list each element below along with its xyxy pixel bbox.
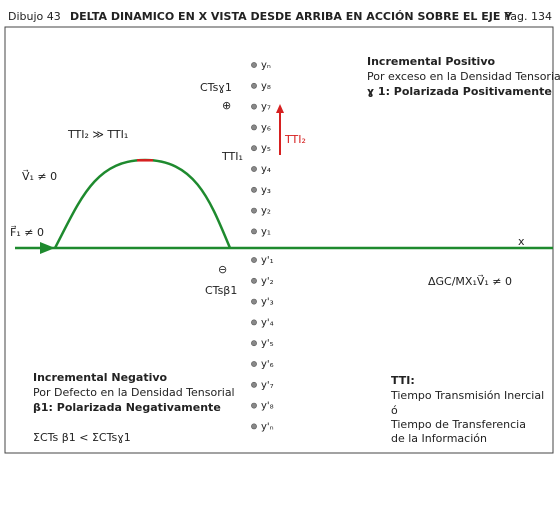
- level-dot: [251, 277, 257, 284]
- block-text: Tiempo Transmisión Inercial: [390, 389, 544, 402]
- level-label: y₄: [261, 164, 271, 175]
- level-dot: [251, 62, 257, 68]
- level-dot: [251, 319, 257, 326]
- tti-relation: TTI₂ ≫ TTI₁: [67, 128, 128, 141]
- level-dot: [251, 298, 257, 305]
- level-dot: [251, 340, 257, 347]
- level-dot: [251, 186, 257, 193]
- block-text: de la Información: [391, 432, 487, 445]
- curve: [53, 158, 232, 249]
- block-text: β1: Polarizada Negativamente: [33, 401, 221, 414]
- plus-symbol: ⊕: [222, 99, 231, 112]
- arrow-head: [276, 104, 284, 113]
- level-dot: [251, 145, 257, 152]
- level-label: y'₅: [261, 338, 274, 349]
- x-axis-label: x: [518, 235, 525, 248]
- level-label: y₂: [261, 206, 271, 217]
- level-label: y'ₙ: [261, 421, 274, 432]
- level-label: y₈: [261, 81, 271, 92]
- level-label: y'₁: [261, 255, 274, 266]
- level-label: yₙ: [261, 60, 271, 71]
- cts-negative: CTsβ1: [205, 284, 237, 297]
- cts-positive: CTsɣ1: [200, 81, 232, 94]
- level-dot: [251, 381, 257, 388]
- block-title: Incremental Negativo: [33, 371, 168, 384]
- block-text: Tiempo de Transferencia: [390, 418, 526, 431]
- minus-symbol: ⊖: [218, 263, 227, 276]
- level-dot: [251, 361, 257, 367]
- arrow-head: [40, 242, 55, 254]
- level-label: y'₇: [261, 380, 274, 391]
- level-dot: [251, 82, 257, 89]
- level-dot: [251, 207, 257, 214]
- sum-relation: ΣCTs β1 < ΣCTsɣ1: [33, 431, 131, 444]
- block-title: Incremental Positivo: [367, 55, 496, 68]
- delta-gc: ΔGC/MX₁V⃗₁ ≠ 0: [428, 274, 512, 288]
- level-label: y₁: [261, 226, 271, 237]
- tti2-label: TTI₂: [284, 133, 306, 146]
- level-dot: [251, 228, 257, 235]
- level-label: y'₂: [261, 276, 274, 287]
- frame: [4, 26, 554, 454]
- block-text: ɣ 1: Polarizada Positivamente: [367, 85, 552, 98]
- block-text: Por Defecto en la Densidad Tensorial: [33, 386, 235, 399]
- tti1-label: TTI₁: [221, 150, 243, 163]
- level-dot: [251, 423, 257, 430]
- page-number: Pag. 134: [504, 10, 552, 23]
- level-label: y₆: [261, 122, 271, 133]
- figure-title: DELTA DINAMICO EN X VISTA DESDE ARRIBA E…: [70, 10, 513, 23]
- level-label: y₇: [261, 102, 271, 113]
- level-label: y'₈: [261, 401, 274, 412]
- level-dot: [251, 402, 257, 409]
- level-dot: [251, 166, 257, 172]
- block-text: Por exceso en la Densidad Tensorial: [367, 70, 560, 83]
- level-dot: [251, 257, 257, 263]
- block-text: ó: [391, 404, 398, 417]
- level-label: y'₃: [261, 297, 274, 308]
- figure-label: Dibujo 43: [8, 10, 61, 23]
- force-label: F⃗₁ ≠ 0: [10, 225, 44, 239]
- block-title: TTI:: [391, 374, 415, 387]
- level-label: y'₆: [261, 359, 274, 370]
- level-dot: [251, 124, 257, 131]
- level-label: y'₄: [261, 317, 274, 328]
- level-dot: [251, 103, 257, 110]
- velocity-label: V⃗₁ ≠ 0: [22, 169, 57, 183]
- level-label: y₅: [261, 143, 271, 154]
- level-label: y₃: [261, 185, 271, 196]
